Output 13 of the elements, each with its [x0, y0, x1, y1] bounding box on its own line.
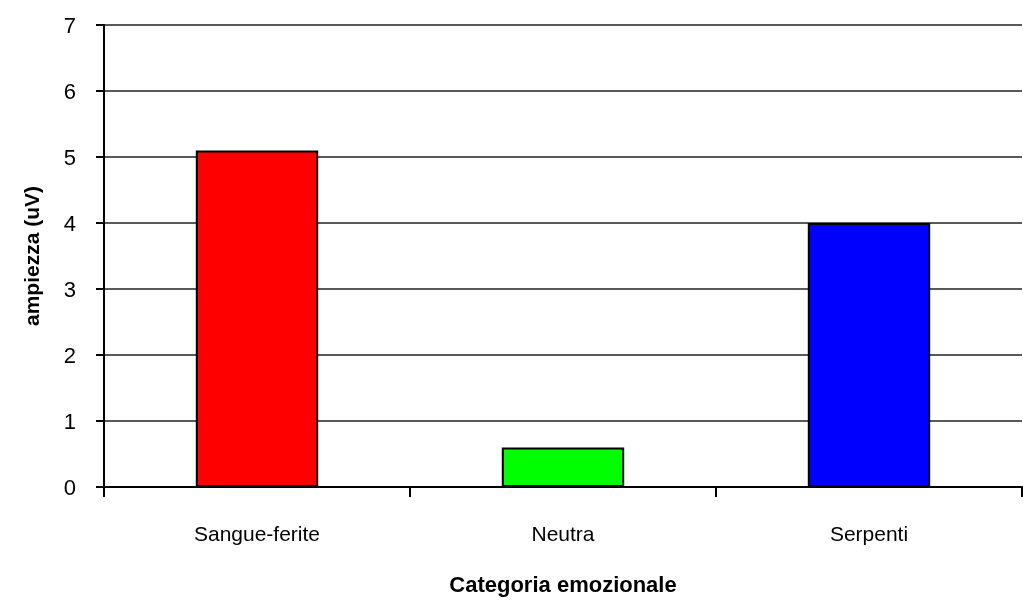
- y-tick-label: 3: [63, 276, 76, 302]
- y-axis-title: ampiezza (uV): [20, 185, 43, 327]
- y-tick-label: 5: [63, 144, 76, 170]
- x-axis-title: Categoria emozionale: [449, 571, 677, 597]
- y-tick-label: 4: [63, 210, 76, 236]
- x-tick-label: Serpenti: [829, 522, 909, 545]
- y-tick-label: 2: [63, 342, 76, 368]
- y-tick-label: 1: [63, 408, 76, 434]
- y-tick-label: 0: [63, 474, 76, 500]
- y-tick-label: 7: [63, 12, 76, 38]
- x-tick-label: Sangue-ferite: [193, 522, 321, 545]
- y-tick-label: 6: [63, 78, 76, 104]
- x-tick-label: Neutra: [531, 522, 595, 545]
